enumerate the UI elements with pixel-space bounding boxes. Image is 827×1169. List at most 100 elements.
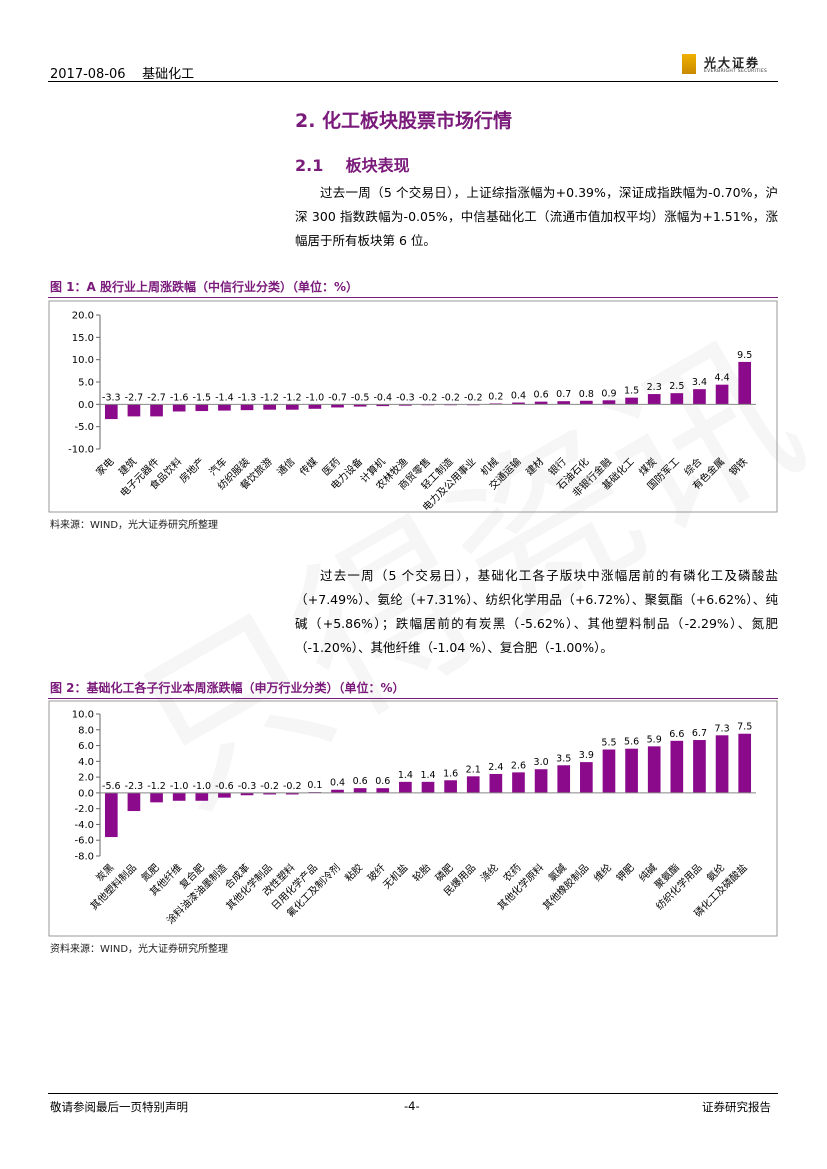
data-label: 1.4: [398, 770, 413, 781]
data-label: -0.2: [441, 392, 460, 403]
data-label: -1.4: [215, 392, 234, 403]
bar: [738, 361, 752, 405]
bar: [172, 404, 186, 412]
bar: [580, 762, 593, 793]
footer-disclaimer: 敬请参阅最后一页特别声明: [50, 1100, 188, 1114]
bar: [580, 400, 593, 405]
bar: [625, 397, 638, 405]
bar: [331, 404, 344, 408]
data-label: 1.4: [420, 770, 435, 781]
bar: [172, 792, 186, 801]
data-label: 0.6: [353, 776, 368, 787]
data-label: -1.0: [306, 392, 325, 403]
data-label: 2.6: [511, 760, 526, 771]
data-label: -5.6: [102, 781, 121, 792]
data-label: 1.5: [624, 386, 639, 397]
bar: [557, 401, 571, 405]
bar: [263, 792, 276, 795]
logo-text-cn: 光大证券: [704, 56, 761, 70]
data-label: 0.2: [488, 391, 503, 402]
y-tick-label: -6.0: [74, 836, 94, 847]
y-tick-label: 6.0: [78, 741, 94, 752]
bar: [715, 384, 729, 405]
data-label: -0.3: [238, 781, 257, 792]
data-label: 0.4: [330, 778, 345, 789]
bar: [693, 389, 706, 405]
data-label: 0.4: [511, 391, 526, 402]
y-tick-label: -10.0: [68, 445, 94, 456]
data-label: -0.4: [373, 392, 392, 403]
page-number: -4-: [404, 1099, 420, 1113]
y-tick-label: 20.0: [72, 311, 94, 322]
y-tick-label: 8.0: [78, 725, 94, 736]
bar: [195, 792, 209, 801]
bar: [150, 404, 163, 417]
logo-mark-icon: [682, 54, 696, 74]
y-tick-label: 4.0: [78, 757, 94, 768]
bar: [738, 733, 752, 793]
bar: [127, 792, 141, 812]
figure1-source: 料来源：WIND，光大证券研究所整理: [50, 520, 219, 531]
bar: [218, 792, 231, 798]
data-label: 4.4: [715, 373, 730, 384]
data-label: 2.5: [669, 381, 684, 392]
data-label: -1.0: [193, 781, 212, 792]
data-label: 0.9: [601, 388, 616, 399]
bar: [308, 404, 322, 409]
bar: [602, 400, 616, 405]
bar: [353, 404, 367, 407]
figure2-rule: [48, 698, 778, 699]
data-label: 6.7: [692, 728, 707, 739]
category-label: 粘胶: [342, 861, 365, 884]
bar: [127, 404, 141, 417]
category-label: 家电: [93, 455, 116, 478]
figure1-title: 图 1：A 股行业上周涨跌幅（中信行业分类）（单位：%）: [50, 280, 359, 294]
bar: [421, 781, 435, 793]
bar: [647, 394, 661, 405]
y-tick-label: 10.0: [72, 355, 94, 366]
chart2-svg: 10.08.06.04.02.00.0-2.0-4.0-6.0-8.0-5.6炭…: [48, 700, 778, 937]
data-label: 3.5: [556, 753, 571, 764]
bar: [353, 788, 367, 793]
bar: [670, 740, 684, 793]
bar: [376, 788, 390, 793]
figure1-rule: [48, 297, 778, 298]
category-label: 钾肥: [613, 861, 636, 884]
data-label: -1.2: [260, 392, 279, 403]
bar: [263, 404, 276, 410]
bar: [557, 765, 571, 793]
header-date-topic: 2017-08-06 基础化工: [50, 67, 195, 82]
bar: [670, 393, 684, 405]
y-tick-label: -2.0: [74, 804, 94, 815]
bar: [512, 402, 525, 405]
logo-text-en: EVERBRIGHT SECURITIES: [704, 69, 768, 74]
data-label: 0.6: [534, 390, 549, 401]
category-label: 房地产: [177, 455, 207, 485]
category-label: 通信: [275, 456, 298, 479]
data-label: -1.6: [170, 392, 189, 403]
bar: [715, 735, 729, 793]
bar: [104, 792, 118, 838]
bar: [534, 401, 548, 405]
data-label: -0.3: [396, 392, 415, 403]
data-label: 3.4: [692, 377, 707, 388]
data-label: -2.7: [125, 392, 144, 403]
category-label: 建材: [523, 455, 546, 478]
bar: [285, 404, 299, 410]
data-label: -1.2: [147, 781, 166, 792]
bar: [489, 773, 503, 793]
data-label: -3.3: [102, 392, 121, 403]
category-label: 维纶: [591, 861, 614, 884]
bar: [466, 776, 480, 793]
y-tick-label: -5.0: [74, 422, 94, 433]
chart1-svg: 20.015.010.05.00.0-5.0-10.0-3.3家电-2.7建筑-…: [48, 300, 778, 514]
bar: [376, 404, 390, 407]
category-label: 轮胎: [410, 861, 433, 884]
header-divider: [48, 81, 778, 82]
data-label: -0.6: [215, 781, 234, 792]
bar: [285, 792, 299, 795]
data-label: 2.1: [466, 764, 481, 775]
data-label: -1.2: [283, 392, 302, 403]
category-label: 传媒: [297, 456, 320, 479]
bar: [240, 792, 254, 796]
